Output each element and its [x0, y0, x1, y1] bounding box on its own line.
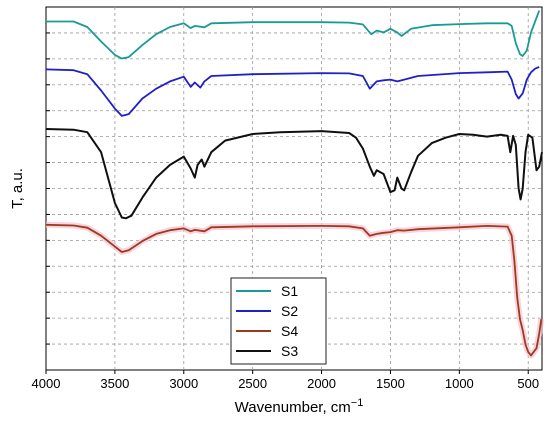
x-tick-label: 2000 [307, 376, 336, 391]
x-tick-label: 1500 [376, 376, 405, 391]
series-line-s3 [45, 128, 543, 220]
x-axis-label-superscript: −1 [351, 397, 364, 409]
series-line-s2 [45, 66, 540, 117]
legend-box [230, 277, 327, 365]
series-layer [45, 10, 545, 359]
legend-label-s4: S4 [281, 323, 298, 339]
y-axis-ticks [46, 6, 50, 371]
x-axis-label-text: Wavenumber, cm [235, 399, 351, 416]
y-axis-label: T, a.u. [9, 168, 26, 209]
legend-label-s2: S2 [281, 303, 298, 319]
series-line-s1 [46, 10, 541, 60]
x-axis-label: Wavenumber, cm−1 [235, 397, 364, 416]
x-tick-label: 2500 [238, 376, 267, 391]
x-tick-label: 1000 [445, 376, 474, 391]
x-tick-label: 3500 [100, 376, 129, 391]
x-axis-ticks: 4000 3500 3000 2500 2000 1500 1000 500 [32, 370, 539, 391]
legend-label-s1: S1 [281, 283, 298, 299]
x-tick-label: 4000 [32, 376, 61, 391]
legend-label-s3: S3 [281, 343, 298, 359]
legend: S1 S2 S4 S3 [230, 277, 327, 365]
x-tick-label: 500 [517, 376, 539, 391]
x-tick-label: 3000 [169, 376, 198, 391]
series-line-s4 [45, 223, 543, 357]
